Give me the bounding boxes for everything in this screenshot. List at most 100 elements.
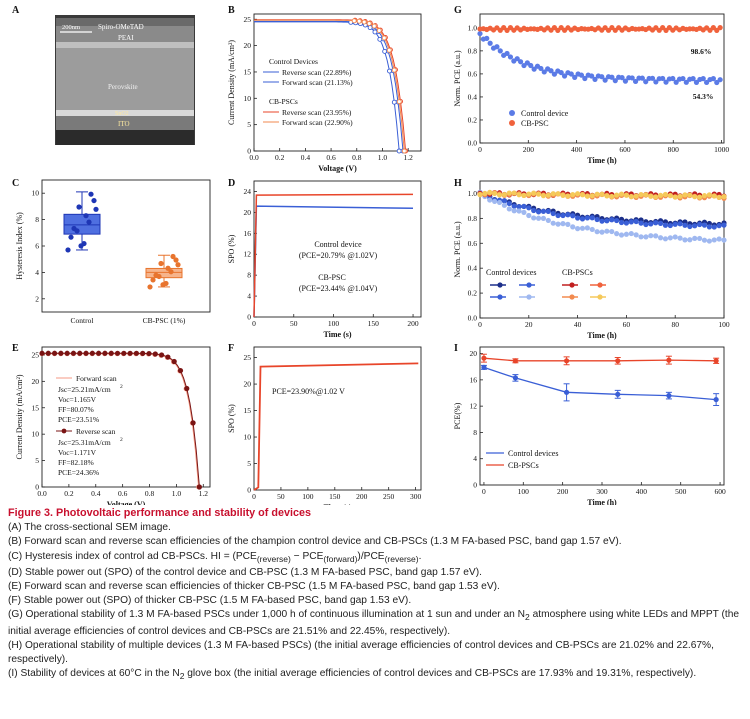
data-point — [638, 234, 644, 240]
x-tick-label: 250 — [383, 492, 395, 501]
y-tick-label: 0 — [247, 486, 251, 495]
data-point — [382, 48, 388, 54]
data-point — [711, 237, 717, 243]
panel-letter: A — [12, 5, 20, 16]
x-tick-label: 100 — [518, 487, 530, 496]
x-tick-label: 400 — [636, 487, 648, 496]
data-point — [64, 350, 70, 356]
y-tick-label: 5 — [247, 120, 251, 129]
data-point — [657, 220, 664, 227]
legend-marker — [497, 294, 503, 300]
data-point — [582, 75, 588, 82]
caption-i: (I) Stability of devices at 60°C in the … — [8, 668, 697, 682]
data-point — [156, 273, 162, 280]
data-point — [682, 192, 688, 198]
figure-caption: Figure 3. Photovoltaic performance and s… — [8, 506, 746, 684]
y-tick-label: 20 — [32, 377, 40, 386]
data-point — [506, 190, 512, 196]
plot-frame — [41, 179, 211, 313]
legend-entry: Forward scan (22.90%) — [282, 118, 353, 127]
plot-frame — [253, 180, 422, 318]
data-point — [58, 350, 64, 356]
x-tick-label: 0.2 — [275, 153, 285, 162]
data-point — [604, 218, 610, 224]
category-label: Control — [71, 316, 94, 325]
y-axis-label: Hysteresis Index (%) — [15, 212, 24, 280]
legend-entry: Reverse scan (22.89%) — [282, 68, 352, 77]
data-point — [89, 350, 95, 356]
data-point — [551, 71, 558, 77]
data-point — [657, 235, 664, 241]
data-point — [512, 375, 519, 381]
y-axis-label: Norm. PCE (a.u.) — [453, 221, 462, 278]
annotation: Jsc=25.31mA/cm — [58, 438, 111, 447]
x-tick-label: 200 — [356, 492, 368, 501]
data-point — [579, 216, 586, 222]
y-tick-label: 0.2 — [468, 289, 478, 298]
data-point — [516, 208, 522, 214]
data-point — [623, 220, 630, 226]
data-point — [555, 212, 561, 219]
sem-image: 200nm Spiro-OMeTAD PEAI Perovskite SnO2 ITO — [55, 15, 195, 145]
y-tick-label: 8 — [473, 428, 477, 437]
x-tick-label: 50 — [290, 319, 298, 328]
data-point — [170, 253, 176, 260]
annotation: Voc=1.165V — [58, 395, 97, 404]
data-point — [579, 192, 586, 198]
data-point — [667, 235, 673, 241]
sem-info-bar — [56, 130, 194, 145]
data-point — [550, 220, 556, 226]
x-tick-label: 0 — [482, 487, 486, 496]
y-tick-label: 10 — [32, 189, 40, 198]
data-point — [487, 189, 493, 195]
y-axis-label: Norm. PCE (a.u.) — [453, 50, 462, 107]
data-point — [680, 75, 686, 82]
y-tick-label: 25 — [244, 353, 252, 362]
x-tick-label: 150 — [329, 492, 341, 501]
y-tick-label: 0.0 — [468, 314, 478, 323]
data-point — [351, 18, 357, 24]
data-point — [594, 216, 600, 223]
data-point — [88, 191, 94, 197]
y-tick-label: 20 — [244, 380, 252, 389]
y-tick-label: 15 — [244, 406, 252, 415]
legend-group: CB-PSCs — [562, 268, 593, 277]
plot-frame — [41, 346, 211, 488]
caption-title: Figure 3. Photovoltaic performance and s… — [8, 507, 311, 519]
data-point — [618, 232, 625, 238]
data-point — [377, 36, 383, 42]
data-point — [83, 350, 89, 356]
data-point — [677, 193, 683, 199]
data-point — [649, 75, 656, 81]
data-point — [78, 243, 84, 249]
data-point — [575, 226, 581, 232]
data-point — [721, 222, 727, 228]
data-point — [638, 220, 644, 226]
data-point — [190, 420, 196, 426]
caption-f: (F) Stable power out (SPO) of thicker CB… — [8, 595, 412, 607]
x-tick-label: 0.6 — [118, 489, 128, 498]
data-point — [682, 237, 688, 243]
data-point — [618, 191, 625, 197]
legend-entry: Forward scan (21.13%) — [282, 78, 353, 87]
annotation: 2 — [120, 437, 123, 443]
x-tick-label: 200 — [407, 319, 419, 328]
data-point — [716, 223, 722, 229]
data-point — [540, 208, 547, 214]
data-point — [494, 44, 500, 50]
data-point — [540, 215, 547, 221]
data-point — [381, 35, 387, 41]
data-point — [507, 54, 514, 60]
data-point — [146, 350, 152, 357]
annotation: FF=80.07% — [58, 405, 94, 414]
y-tick-label: 12 — [244, 250, 252, 259]
data-point — [531, 207, 537, 214]
sem-layer — [56, 110, 194, 116]
data-point — [396, 99, 402, 105]
data-point — [639, 75, 645, 81]
y-tick-label: 1.0 — [468, 189, 478, 198]
data-point — [159, 352, 165, 358]
data-point — [548, 68, 554, 74]
data-point — [83, 213, 89, 219]
legend-marker — [526, 294, 532, 300]
